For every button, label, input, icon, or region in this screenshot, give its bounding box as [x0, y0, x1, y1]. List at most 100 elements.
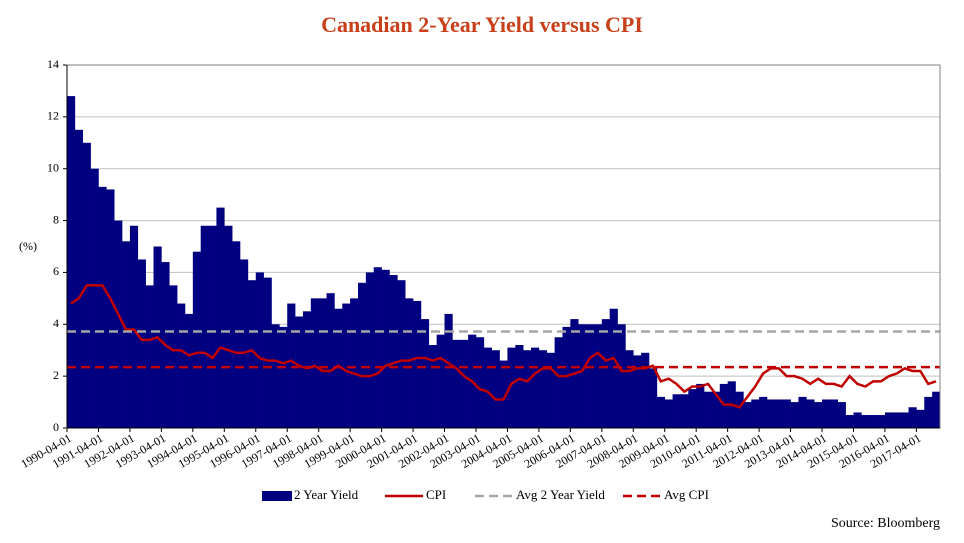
- bar: [822, 399, 831, 428]
- y-tick-label: 0: [53, 420, 59, 434]
- bar: [475, 337, 485, 428]
- bar: [806, 399, 815, 428]
- bar: [814, 402, 823, 428]
- bar: [562, 326, 571, 428]
- bar: [279, 326, 288, 428]
- bar: [483, 347, 493, 428]
- bar: [861, 415, 870, 428]
- bar: [413, 300, 422, 428]
- bar: [774, 399, 784, 428]
- bar: [318, 298, 327, 428]
- bar: [397, 280, 406, 428]
- bar: [302, 311, 312, 428]
- bar: [845, 415, 854, 428]
- bar: [67, 96, 76, 428]
- bar: [177, 303, 186, 428]
- bar: [523, 350, 532, 428]
- bar: [546, 352, 555, 428]
- bar: [782, 399, 791, 428]
- bar: [255, 272, 264, 428]
- y-tick-label: 4: [53, 316, 59, 330]
- bar: [696, 383, 705, 428]
- legend-label: CPI: [426, 487, 446, 502]
- y-tick-label: 14: [47, 57, 59, 71]
- bar: [751, 399, 760, 428]
- bar: [924, 396, 933, 428]
- y-tick-label: 6: [53, 264, 59, 278]
- bar: [680, 394, 689, 428]
- bar: [106, 189, 115, 428]
- bar: [499, 360, 508, 428]
- bar: [609, 308, 618, 428]
- bar: [759, 396, 768, 428]
- bar: [507, 347, 516, 428]
- bar: [735, 391, 744, 428]
- bar: [224, 225, 233, 428]
- bar: [74, 129, 84, 429]
- bar: [798, 396, 807, 428]
- bar: [192, 251, 202, 428]
- bar: [743, 402, 752, 428]
- bar: [719, 383, 728, 428]
- bar: [169, 285, 178, 428]
- bar: [334, 308, 343, 428]
- bar: [460, 339, 469, 428]
- bar: [531, 347, 540, 428]
- bar: [263, 277, 272, 428]
- bar: [381, 269, 390, 428]
- bar: [688, 389, 697, 428]
- bar: [704, 391, 713, 428]
- y-axis-label: (%): [19, 239, 37, 253]
- bar: [908, 407, 917, 428]
- bar: [342, 303, 351, 428]
- bar: [122, 241, 131, 428]
- bar: [892, 412, 901, 428]
- bar: [310, 298, 319, 428]
- bar: [916, 409, 925, 428]
- bar: [656, 396, 666, 428]
- bar: [216, 207, 225, 428]
- bar: [247, 280, 257, 428]
- bar: [90, 168, 99, 428]
- bar: [829, 399, 839, 428]
- bar: [837, 402, 846, 428]
- legend-label: Avg CPI: [664, 487, 709, 502]
- bar: [436, 334, 445, 428]
- bar: [208, 225, 217, 428]
- bar: [617, 324, 626, 428]
- bar: [452, 339, 461, 428]
- bar: [420, 319, 430, 428]
- bar: [593, 324, 603, 428]
- bar: [869, 415, 878, 428]
- bar: [129, 225, 139, 428]
- y-tick-label: 10: [47, 160, 59, 174]
- bar: [900, 412, 909, 428]
- bar: [358, 282, 367, 428]
- bar: [145, 285, 154, 428]
- bar: [232, 241, 241, 428]
- bar: [790, 402, 799, 428]
- bar: [491, 350, 500, 428]
- bar: [389, 275, 398, 428]
- bar: [114, 220, 123, 428]
- bar: [515, 345, 524, 428]
- chart-title: Canadian 2-Year Yield versus CPI: [321, 12, 643, 37]
- bar: [444, 313, 453, 428]
- bar: [853, 412, 862, 428]
- bar: [200, 225, 209, 428]
- bar: [641, 352, 650, 428]
- bar: [766, 399, 776, 428]
- bar: [625, 350, 634, 428]
- bar: [295, 316, 304, 428]
- bar: [98, 186, 107, 428]
- bar: [373, 267, 382, 428]
- bar: [649, 368, 658, 428]
- bar: [137, 259, 146, 428]
- bar: [884, 412, 894, 428]
- bar: [932, 391, 941, 428]
- bar: [672, 394, 681, 428]
- y-tick-label: 12: [47, 109, 59, 123]
- bar: [326, 293, 335, 428]
